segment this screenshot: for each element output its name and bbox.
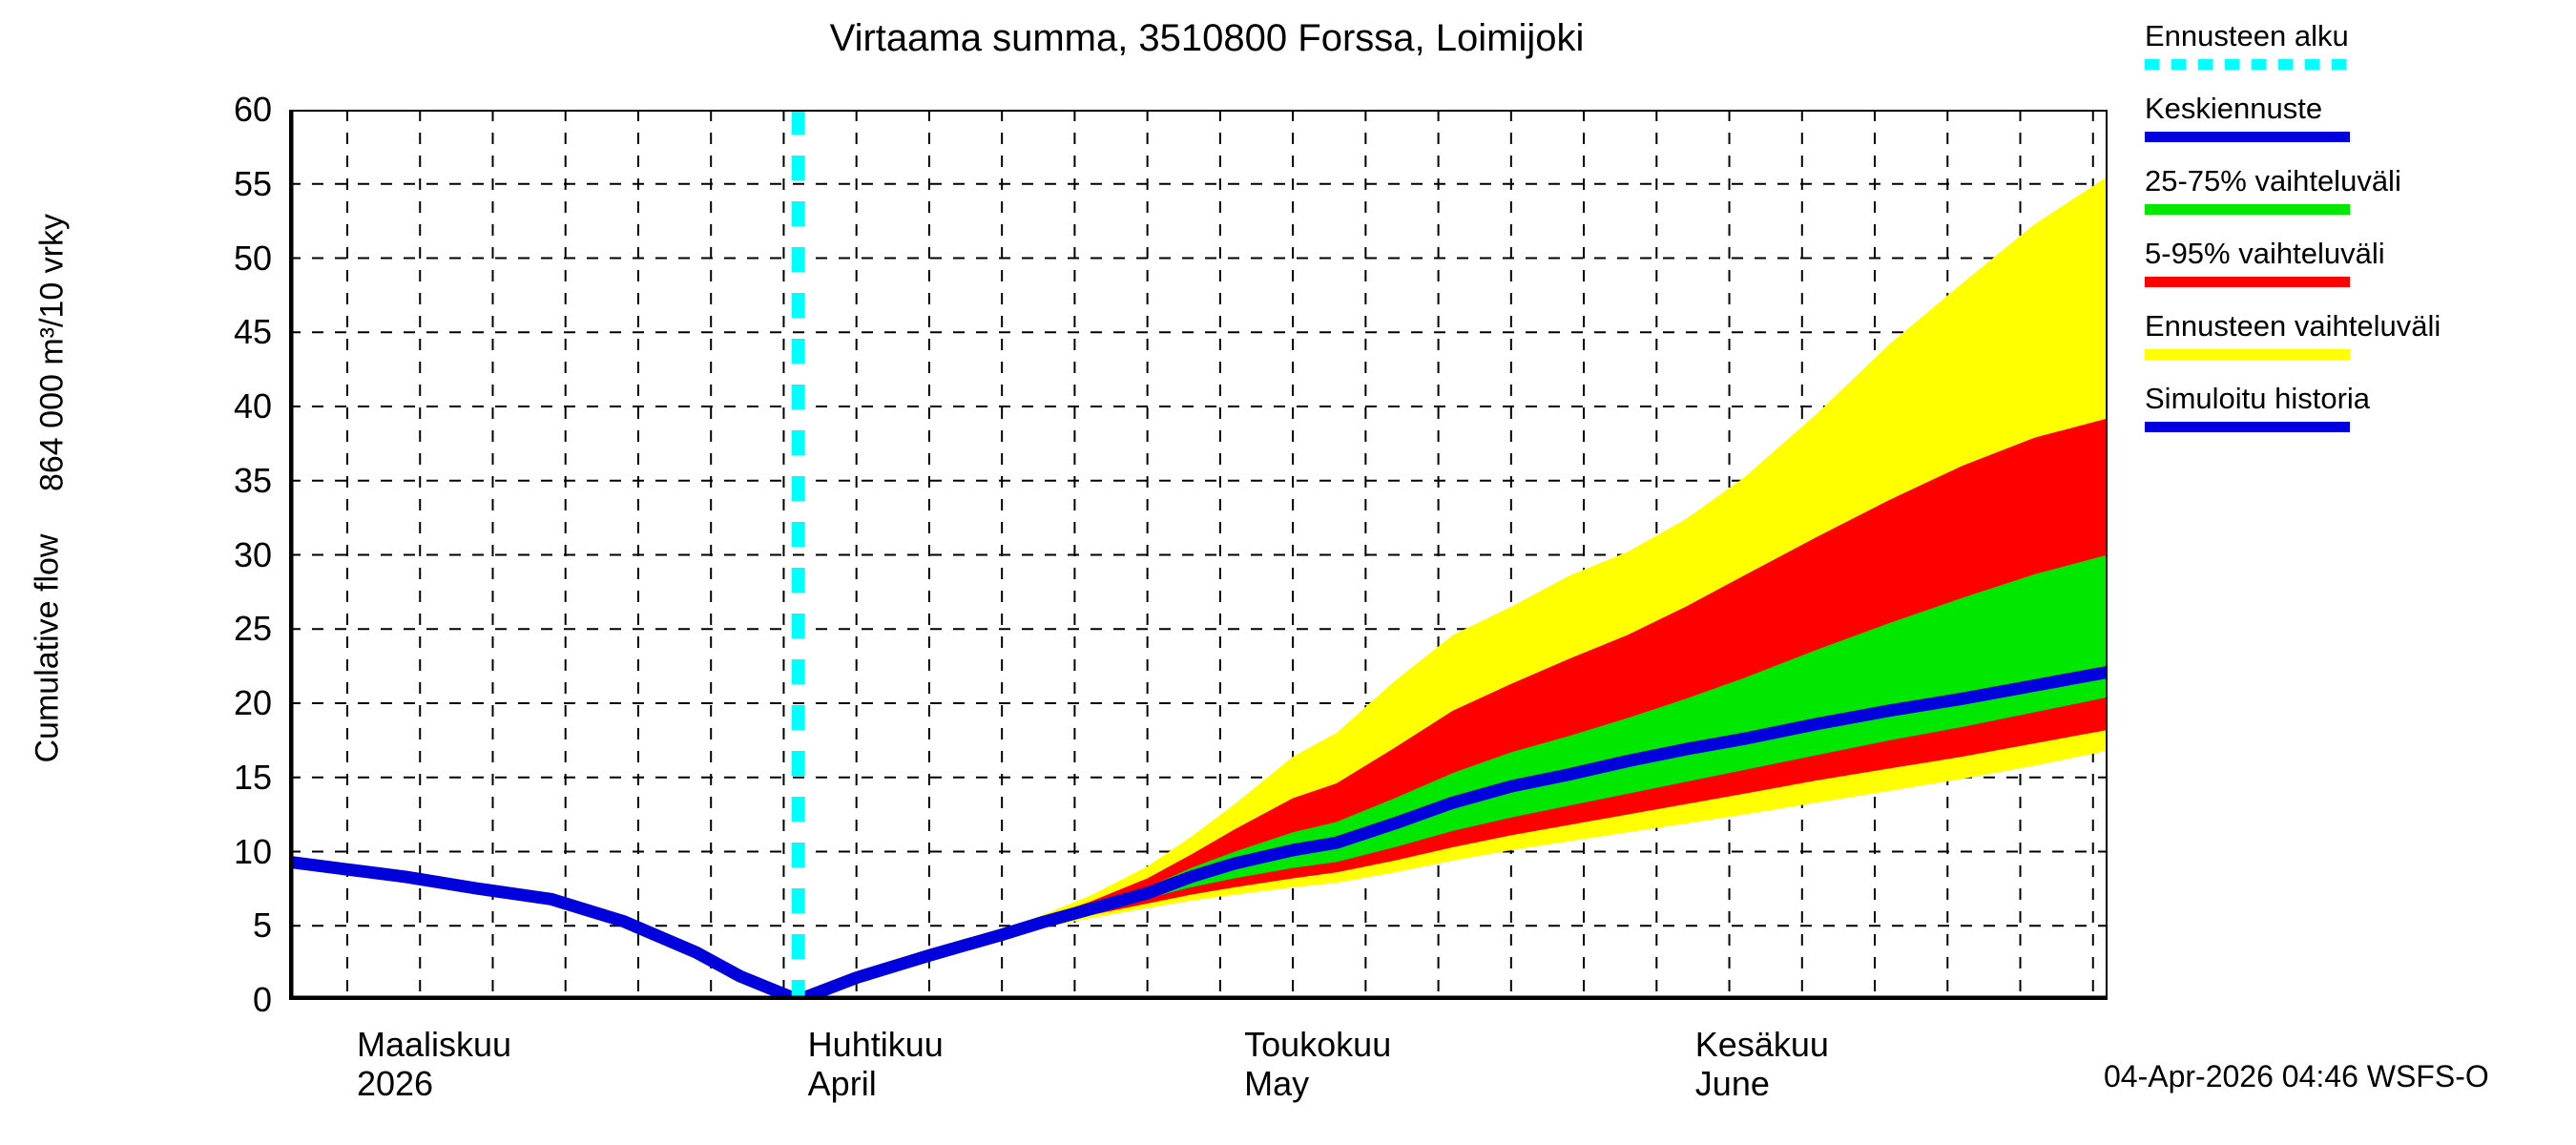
band-25-75 (798, 554, 2108, 1000)
legend-item-swatch (2145, 132, 2350, 142)
legend-item[interactable]: Ennusteen alku (2145, 21, 2565, 70)
y-axis-name-label: Cumulative flow (29, 533, 66, 763)
legend-item[interactable]: Simuloitu historia (2145, 384, 2565, 432)
legend-item-label: Ennusteen vaihteluväli (2145, 309, 2441, 343)
chart-canvas (289, 110, 2108, 1000)
y-tick-label: 30 (233, 534, 272, 574)
x-tick-month-fi: Kesäkuu (1694, 1025, 1829, 1064)
x-tick-month-en: April (807, 1063, 877, 1103)
legend-item-swatch (2145, 349, 2350, 360)
y-tick-label: 40 (233, 386, 272, 426)
legend-item-swatch (2145, 277, 2350, 287)
legend-item-label: Simuloitu historia (2145, 382, 2371, 415)
legend-item[interactable]: Ennusteen vaihteluväli (2145, 311, 2565, 360)
legend-item[interactable]: 25-75% vaihteluväli (2145, 166, 2565, 215)
legend-item[interactable]: 5-95% vaihteluväli (2145, 239, 2565, 287)
x-tick-month-en: May (1244, 1063, 1310, 1103)
y-tick-label: 10 (233, 831, 272, 871)
legend: Ennusteen alku Keskiennuste 25-75% vaihtel… (2145, 21, 2574, 469)
x-tick-month-en: 2026 (356, 1063, 434, 1103)
y-tick-label: 55 (233, 163, 272, 203)
y-tick-label: 25 (233, 609, 272, 649)
footer-timestamp: 04-Apr-2026 04:46 WSFS-O (2104, 1059, 2489, 1093)
y-tick-label: 45 (233, 312, 272, 352)
line-median-forecast (792, 665, 2108, 1000)
legend-item[interactable]: Keskiennuste (2145, 94, 2565, 142)
legend-item-swatch (2145, 59, 2350, 70)
band-5-95 (798, 418, 2108, 1000)
y-axis-tick-labels: 60 55 50 45 40 35 30 25 20 15 10 5 0 (148, 93, 272, 1017)
y-tick-label: 0 (252, 980, 272, 1019)
x-tick-label: Huhtikuu April (807, 1025, 944, 1103)
legend-item-label: 5-95% vaihteluväli (2145, 237, 2385, 270)
x-tick-label: Toukokuu May (1244, 1025, 1392, 1103)
y-tick-label: 60 (233, 90, 272, 129)
x-tick-label: Kesäkuu June (1694, 1025, 1829, 1103)
legend-item-swatch (2145, 204, 2350, 215)
x-axis-tick-labels: Maaliskuu 2026 Huhtikuu April Toukokuu May Kes… (289, 1025, 2108, 1131)
legend-item-label: Keskiennuste (2145, 92, 2323, 125)
legend-item-label: 25-75% vaihteluväli (2145, 164, 2401, 198)
y-tick-label: 35 (233, 460, 272, 500)
line-simulated-history (289, 855, 805, 1000)
legend-item-label: Ennusteen alku (2145, 19, 2349, 52)
y-tick-label: 20 (233, 683, 272, 722)
x-tick-month-fi: Toukokuu (1244, 1025, 1392, 1064)
plot-area (289, 110, 2108, 1000)
legend-item-swatch (2145, 422, 2350, 432)
x-tick-month-fi: Huhtikuu (807, 1025, 944, 1064)
y-tick-label: 50 (233, 238, 272, 278)
x-tick-label: Maaliskuu 2026 (356, 1025, 512, 1103)
x-tick-month-en: June (1694, 1063, 1770, 1103)
band-forecast-range (798, 176, 2108, 1000)
page-title: Virtaama summa, 3510800 Forssa, Loimijok… (829, 17, 1585, 59)
y-tick-label: 15 (233, 757, 272, 797)
x-tick-month-fi: Maaliskuu (356, 1025, 512, 1064)
y-tick-label: 5 (252, 906, 272, 946)
